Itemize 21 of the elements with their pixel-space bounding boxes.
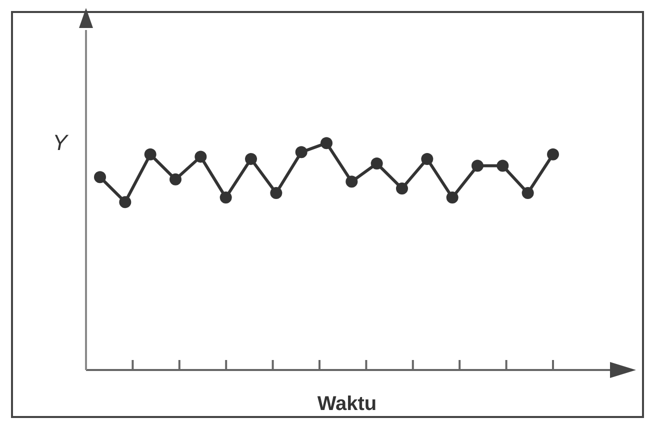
- point: [119, 196, 132, 208]
- point: [547, 148, 559, 160]
- x-axis-title: Waktu: [317, 393, 377, 415]
- point: [396, 182, 408, 194]
- point: [94, 171, 106, 184]
- point: [370, 158, 383, 170]
- point: [194, 150, 207, 163]
- point: [472, 160, 484, 172]
- point: [320, 137, 332, 150]
- point: [346, 176, 358, 188]
- point: [295, 146, 308, 158]
- y-axis-title: Y: [52, 130, 69, 155]
- point: [170, 173, 182, 186]
- point: [245, 152, 257, 165]
- point: [270, 187, 282, 199]
- point: [220, 192, 232, 204]
- point: [144, 148, 156, 160]
- point: [496, 160, 509, 172]
- point: [446, 192, 458, 204]
- point: [421, 152, 434, 165]
- point: [522, 187, 534, 199]
